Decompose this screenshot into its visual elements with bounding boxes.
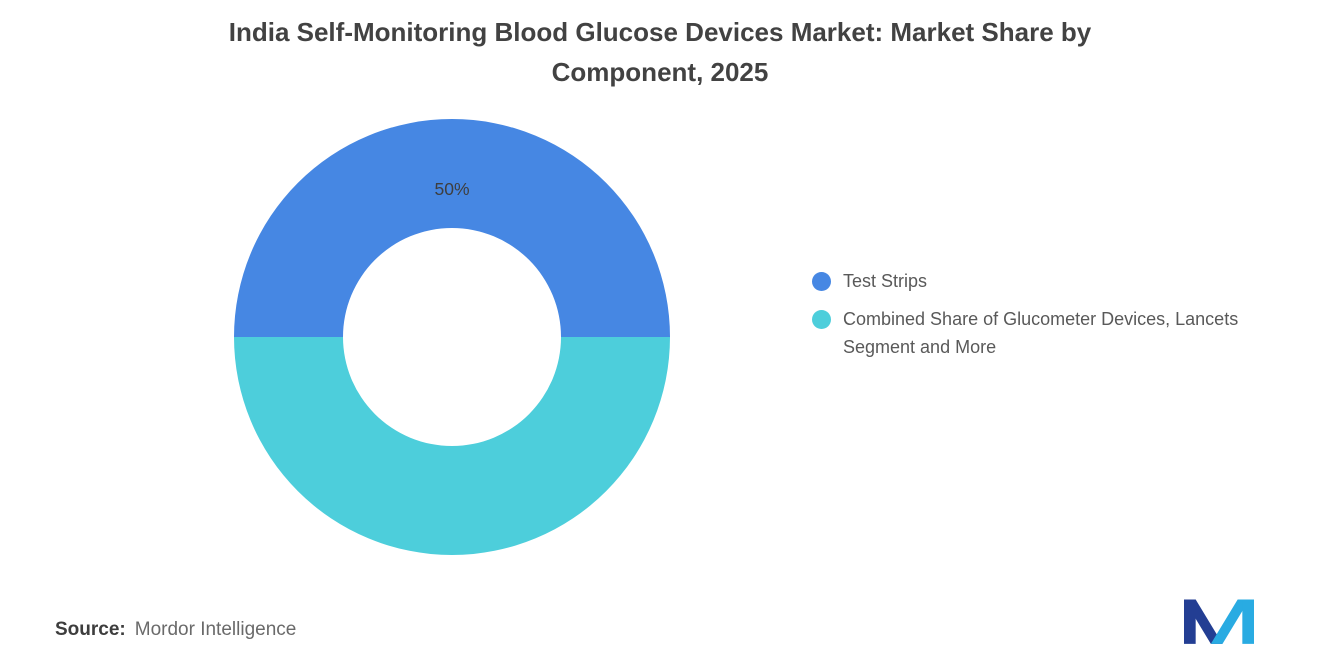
donut-chart-svg: 50% <box>234 119 670 555</box>
slice-data-label: 50% <box>434 179 469 199</box>
legend-item-combined-share[interactable]: Combined Share of Glucometer Devices, La… <box>812 306 1273 362</box>
legend-label: Combined Share of Glucometer Devices, La… <box>843 308 1239 357</box>
logo-diagonal-up-stroke <box>1210 599 1250 644</box>
mordor-intelligence-logo <box>1184 597 1254 644</box>
chart-title: India Self-Monitoring Blood Glucose Devi… <box>0 12 1320 93</box>
chart-legend: Test Strips Combined Share of Glucometer… <box>812 268 1273 362</box>
chart-title-line2: Component, 2025 <box>551 57 769 88</box>
mordor-logo-icon <box>1184 599 1254 644</box>
legend-item-test-strips[interactable]: Test Strips <box>812 268 1273 296</box>
legend-bullet-icon <box>812 309 831 329</box>
logo-diagonal-down-stroke <box>1184 599 1223 644</box>
source-attribution: Source: Mordor Intelligence <box>55 619 296 641</box>
source-text: Mordor Intelligence <box>134 619 297 640</box>
donut-slice[interactable] <box>234 119 670 337</box>
chart-title-line1: India Self-Monitoring Blood Glucose Devi… <box>228 17 1092 47</box>
donut-slice[interactable] <box>234 337 670 555</box>
source-label: Source: <box>55 619 126 640</box>
logo-right-stroke <box>1242 599 1254 644</box>
donut-chart: 50% <box>222 107 682 567</box>
legend-bullet-icon <box>812 272 831 291</box>
legend-label: Test Strips <box>843 271 928 291</box>
